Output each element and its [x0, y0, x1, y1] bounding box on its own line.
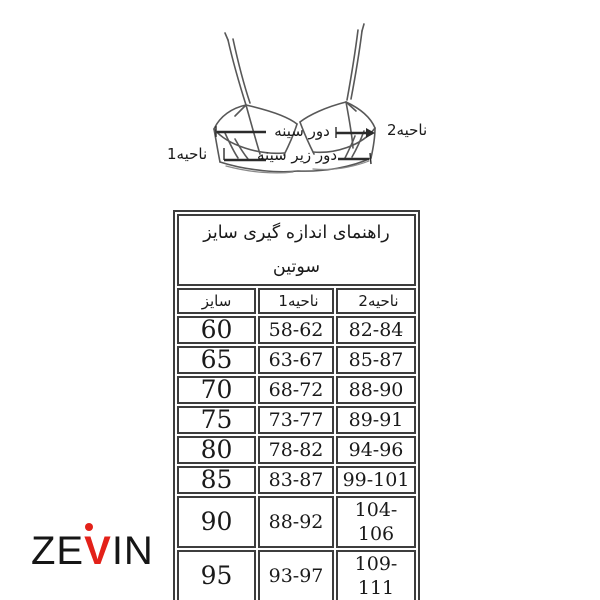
area1-cell: 78-82 [258, 436, 334, 464]
label-area-1-number: 1 [167, 145, 177, 163]
area2-cell: 82-84 [336, 316, 416, 344]
table-row: 60 58-62 82-84 [177, 316, 416, 344]
area1-cell: 58-62 [258, 316, 334, 344]
size-cell: 75 [177, 406, 256, 434]
area2-cell: 109-111 [336, 550, 416, 600]
header-area2-number: 2 [358, 292, 368, 310]
size-cell: 65 [177, 346, 256, 374]
label-area-2: ناحیه2 [382, 121, 427, 139]
label-bust-circumference: دور سینه [274, 122, 330, 140]
arrowhead-icon [366, 128, 375, 138]
size-cell: 90 [177, 496, 256, 548]
table-row: 70 68-72 88-90 [177, 376, 416, 404]
area2-cell: 104-106 [336, 496, 416, 548]
table-row: 80 78-82 94-96 [177, 436, 416, 464]
size-guide-table: راهنمای اندازه گیری سایز سوتین سایز ناحی… [173, 210, 420, 600]
size-cell: 60 [177, 316, 256, 344]
size-cell: 85 [177, 466, 256, 494]
logo-part-in: IN [111, 529, 154, 573]
table-row: 75 73-77 89-91 [177, 406, 416, 434]
area2-cell: 99-101 [336, 466, 416, 494]
area2-cell: 94-96 [336, 436, 416, 464]
size-cell: 70 [177, 376, 256, 404]
area1-cell: 93-97 [258, 550, 334, 600]
area2-cell: 88-90 [336, 376, 416, 404]
column-header-size: سایز [177, 288, 256, 314]
label-area-1-word: ناحیه [176, 145, 208, 163]
size-cell: 95 [177, 550, 256, 600]
logo-part-ze: ZE [31, 529, 85, 573]
size-cell: 80 [177, 436, 256, 464]
table-title-row: راهنمای اندازه گیری سایز سوتین [177, 214, 416, 286]
header-area1-word: ناحیه [287, 292, 319, 310]
area2-cell: 89-91 [336, 406, 416, 434]
table-row: 95 93-97 109-111 [177, 550, 416, 600]
area1-cell: 83-87 [258, 466, 334, 494]
table-title: راهنمای اندازه گیری سایز سوتین [177, 214, 416, 286]
logo-part-v: V [84, 523, 112, 573]
header-area1-number: 1 [278, 292, 288, 310]
header-area2-word: ناحیه [367, 292, 399, 310]
area2-cell: 85-87 [336, 346, 416, 374]
size-table-body: 60 58-62 82-84 65 63-67 85-87 70 68-72 88-90 75 73… [177, 316, 416, 600]
area1-cell: 73-77 [258, 406, 334, 434]
area1-cell: 68-72 [258, 376, 334, 404]
label-area-2-word: ناحیه [396, 121, 428, 139]
label-area-2-number: 2 [387, 121, 397, 139]
column-header-area1: ناحیه1 [258, 288, 334, 314]
table-header-row: سایز ناحیه1 ناحیه2 [177, 288, 416, 314]
brand-logo: ZE VIN [31, 523, 154, 573]
area1-cell: 88-92 [258, 496, 334, 548]
column-header-area2: ناحیه2 [336, 288, 416, 314]
area1-cell: 63-67 [258, 346, 334, 374]
table-row: 85 83-87 99-101 [177, 466, 416, 494]
label-underbust-circumference: دور زیر سینه [257, 146, 338, 164]
logo-dot [85, 523, 94, 531]
bra-sketch [213, 23, 376, 174]
table-row: 90 88-92 104-106 [177, 496, 416, 548]
table-row: 65 63-67 85-87 [177, 346, 416, 374]
label-area-1: ناحیه1 [162, 145, 207, 163]
measurement-lines [215, 126, 372, 165]
